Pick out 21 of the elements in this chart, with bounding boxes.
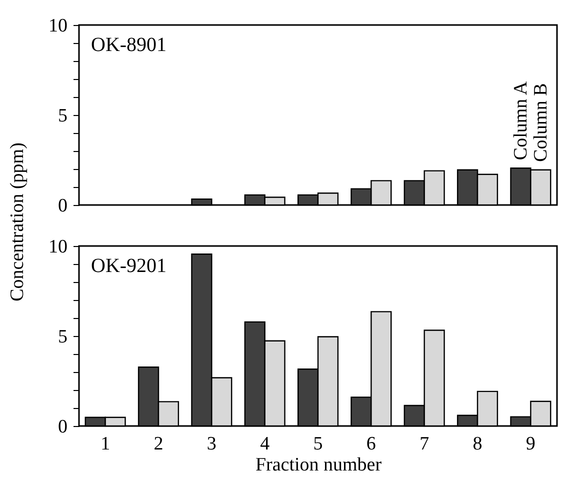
x-tick-label: 3 [206, 434, 216, 454]
y-tick-label: 10 [48, 16, 68, 36]
y-axis-title: Concentration (ppm) [7, 142, 29, 302]
x-tick-label: 8 [472, 434, 482, 454]
x-axis-title: Fraction number [255, 454, 382, 476]
x-tick-label: 7 [420, 434, 430, 454]
x-tick-label: 4 [260, 434, 270, 454]
x-tick-label: 9 [526, 434, 536, 454]
text: Column B [530, 83, 552, 162]
chart-title: OK-9201 [91, 255, 167, 277]
y-tick-label: 0 [58, 196, 68, 216]
y-tick-label: 10 [48, 236, 68, 258]
y-tick-label: 5 [58, 106, 68, 126]
y-tick-label: 0 [58, 416, 68, 438]
x-tick-label: 6 [366, 434, 376, 454]
chart-title: OK-8901 [91, 34, 167, 56]
x-tick-label: 5 [313, 434, 323, 454]
x-tick-label: 1 [100, 434, 110, 454]
text: Column A [510, 81, 532, 160]
y-tick-label: 5 [58, 326, 68, 348]
x-tick-label: 2 [154, 434, 164, 454]
